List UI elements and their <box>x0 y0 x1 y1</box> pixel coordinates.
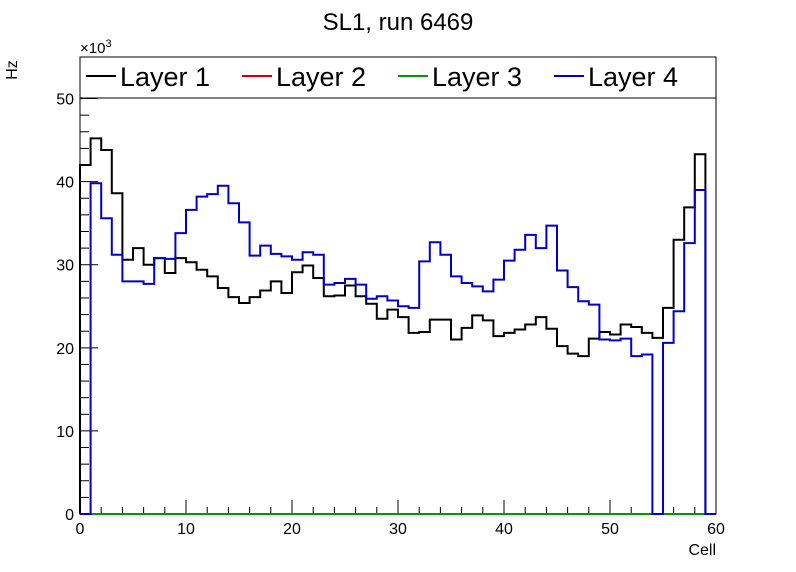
plot-frame <box>79 56 717 515</box>
legend-label: Layer 2 <box>276 62 366 92</box>
y-tick-label: 20 <box>56 341 74 358</box>
x-tick-label: 20 <box>283 521 301 538</box>
x-tick-label: 10 <box>177 521 195 538</box>
x-axis-title: Cell <box>688 542 716 559</box>
x-axis-ticks: 0 10 20 30 40 50 60 <box>76 500 725 538</box>
y-axis-ticks: 0 10 20 30 40 50 <box>56 64 98 524</box>
series-line-layer-4 <box>80 182 716 515</box>
legend-entries: Layer 1 Layer 2 Layer 3 Layer 4 <box>86 62 678 92</box>
y-tick-label: 30 <box>56 258 74 275</box>
y-tick-label: 10 <box>56 424 74 441</box>
x-tick-label: 60 <box>707 521 725 538</box>
series-layer <box>79 137 716 515</box>
y-multiplier-exponent: 3 <box>105 38 111 50</box>
chart-title: SL1, run 6469 <box>323 9 474 36</box>
legend-box <box>79 56 717 99</box>
series-line-layer-1 <box>79 137 716 515</box>
y-tick-label: 0 <box>65 507 74 524</box>
y-tick-label: 40 <box>56 175 74 192</box>
legend-label: Layer 4 <box>588 62 678 92</box>
y-axis-multiplier: ×103 <box>80 38 112 57</box>
x-tick-label: 0 <box>76 521 85 538</box>
y-tick-label: 50 <box>56 92 74 109</box>
legend: Layer 1 Layer 2 Layer 3 Layer 4 <box>79 56 717 99</box>
x-tick-label: 30 <box>389 521 407 538</box>
y-multiplier-prefix: ×10 <box>80 40 105 57</box>
legend-label: Layer 3 <box>432 62 522 92</box>
y-axis-title: Hz <box>4 60 21 80</box>
legend-label: Layer 1 <box>120 62 210 92</box>
x-tick-label: 40 <box>495 521 513 538</box>
x-tick-label: 50 <box>601 521 619 538</box>
